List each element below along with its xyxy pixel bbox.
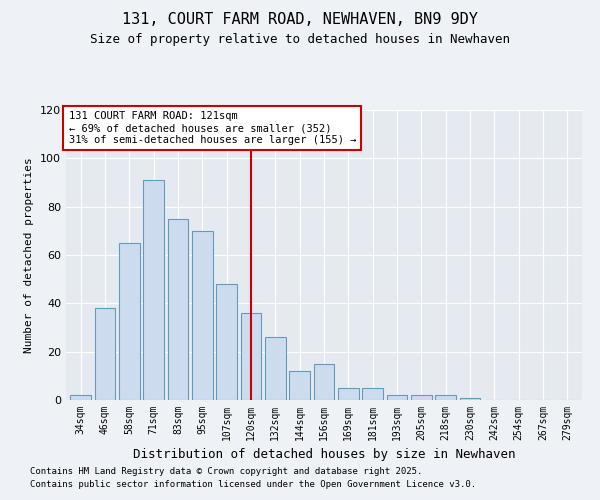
Y-axis label: Number of detached properties: Number of detached properties (25, 157, 34, 353)
Bar (411, 395, 432, 400)
Bar (119, 243, 140, 400)
Text: 131, COURT FARM ROAD, NEWHAVEN, BN9 9DY: 131, COURT FARM ROAD, NEWHAVEN, BN9 9DY (122, 12, 478, 28)
Bar (386, 395, 407, 400)
Bar (314, 364, 334, 400)
Bar (436, 395, 456, 400)
Text: Size of property relative to detached houses in Newhaven: Size of property relative to detached ho… (90, 32, 510, 46)
Bar (460, 398, 481, 400)
Bar (265, 337, 286, 400)
X-axis label: Distribution of detached houses by size in Newhaven: Distribution of detached houses by size … (133, 448, 515, 462)
Bar (95, 308, 115, 400)
Text: Contains public sector information licensed under the Open Government Licence v3: Contains public sector information licen… (30, 480, 476, 489)
Bar (216, 284, 237, 400)
Text: Contains HM Land Registry data © Crown copyright and database right 2025.: Contains HM Land Registry data © Crown c… (30, 467, 422, 476)
Bar (167, 219, 188, 400)
Bar (241, 313, 262, 400)
Bar (289, 371, 310, 400)
Bar (192, 231, 212, 400)
Bar (338, 388, 359, 400)
Bar (70, 395, 91, 400)
Bar (143, 180, 164, 400)
Bar (362, 388, 383, 400)
Text: 131 COURT FARM ROAD: 121sqm
← 69% of detached houses are smaller (352)
31% of se: 131 COURT FARM ROAD: 121sqm ← 69% of det… (68, 112, 356, 144)
